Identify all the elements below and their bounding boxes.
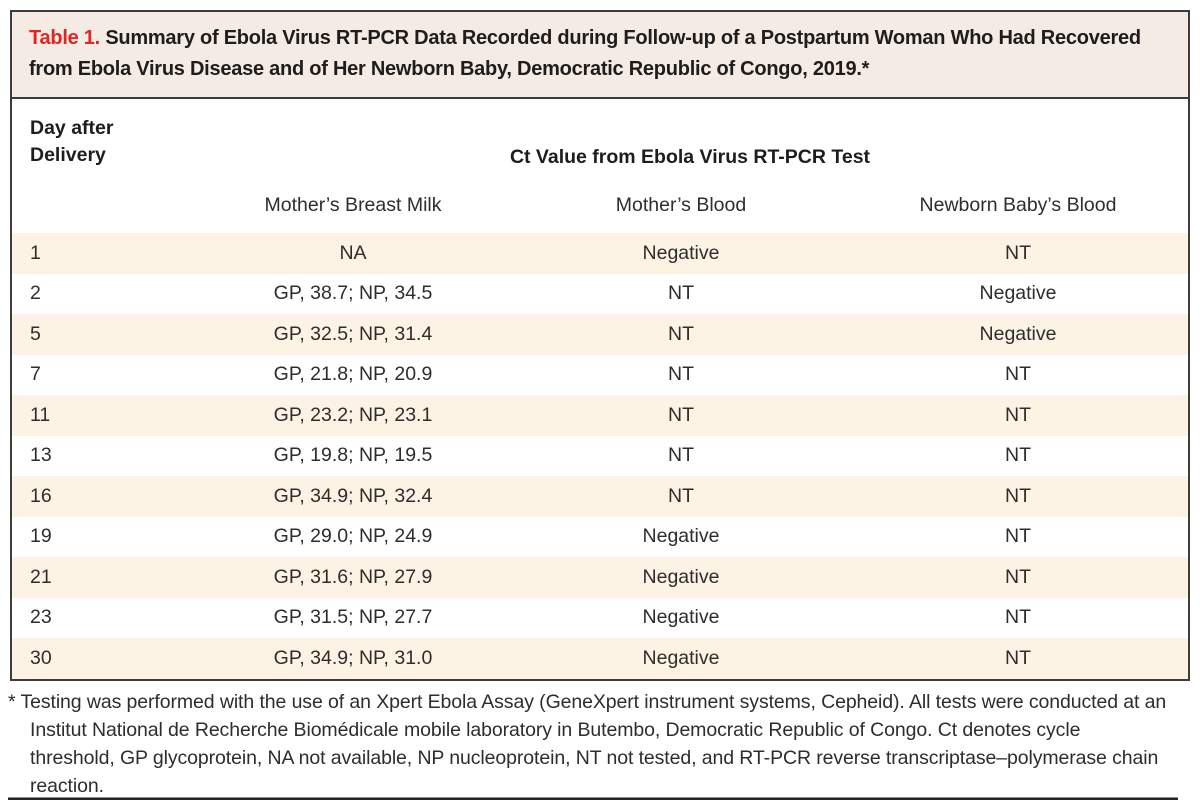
cell-baby-blood: NT: [1005, 646, 1031, 669]
table-label: Table 1.: [29, 27, 100, 49]
table-row: 30 GP, 34.9; NP, 31.0 Negative NT: [12, 638, 1188, 679]
cell-mother-blood: NT: [668, 322, 694, 345]
col-header-newborn-babys-blood: Newborn Baby’s Blood: [919, 193, 1117, 216]
col-header-mothers-blood: Mother’s Blood: [615, 193, 747, 216]
footnote-text: * Testing was performed with the use of …: [8, 691, 1167, 797]
cell-day: 7: [30, 363, 41, 386]
table-row: 7 GP, 21.8; NP, 20.9 NT NT: [12, 355, 1188, 396]
cell-mother-blood: Negative: [642, 606, 720, 629]
table-title: Summary of Ebola Virus RT-PCR Data Recor…: [29, 27, 1141, 80]
col-header-ct-value-span: Ct Value from Ebola Virus RT-PCR Test: [509, 146, 871, 168]
bottom-rule: [8, 797, 1178, 800]
cell-breast-milk: GP, 21.8; NP, 20.9: [273, 363, 433, 386]
cell-breast-milk: GP, 19.8; NP, 19.5: [273, 444, 433, 467]
cell-breast-milk: GP, 31.6; NP, 27.9: [273, 565, 433, 588]
cell-breast-milk: NA: [339, 241, 367, 264]
table-header-row-2: Mother’s Breast Milk Mother’s Blood Newb…: [12, 169, 1188, 233]
cell-breast-milk: GP, 32.5; NP, 31.4: [273, 322, 433, 345]
cell-day: 2: [30, 282, 41, 305]
table-body: 1 NA Negative NT 2 GP, 38.7; NP, 34.5 NT…: [12, 233, 1188, 679]
cell-day: 23: [30, 606, 52, 629]
table-row: 1 NA Negative NT: [12, 233, 1188, 274]
cell-mother-blood: Negative: [642, 241, 720, 264]
table-row: 11 GP, 23.2; NP, 23.1 NT NT: [12, 395, 1188, 436]
table-row: 19 GP, 29.0; NP, 24.9 Negative NT: [12, 517, 1188, 558]
cell-baby-blood: NT: [1005, 565, 1031, 588]
col-header-day-after-delivery: Day after Delivery: [30, 117, 114, 166]
cell-breast-milk: GP, 34.9; NP, 32.4: [273, 484, 433, 507]
table-footnote: * Testing was performed with the use of …: [8, 688, 1168, 800]
table-row: 16 GP, 34.9; NP, 32.4 NT NT: [12, 476, 1188, 517]
cell-day: 21: [30, 565, 52, 588]
cell-baby-blood: NT: [1005, 606, 1031, 629]
cell-mother-blood: NT: [668, 282, 694, 305]
cell-breast-milk: GP, 23.2; NP, 23.1: [273, 403, 433, 426]
cell-mother-blood: Negative: [642, 646, 720, 669]
cell-baby-blood: NT: [1005, 403, 1031, 426]
col-header-mothers-breast-milk: Mother’s Breast Milk: [264, 193, 442, 216]
cell-day: 11: [30, 403, 51, 426]
cell-baby-blood: NT: [1005, 363, 1031, 386]
cell-mother-blood: Negative: [642, 565, 720, 588]
cell-breast-milk: GP, 31.5; NP, 27.7: [273, 606, 433, 629]
cell-baby-blood: NT: [1005, 484, 1031, 507]
table-row: 23 GP, 31.5; NP, 27.7 Negative NT: [12, 598, 1188, 639]
cell-breast-milk: GP, 38.7; NP, 34.5: [273, 282, 433, 305]
table-header-row-1: Day after Delivery Ct Value from Ebola V…: [12, 99, 1188, 169]
table-row: 2 GP, 38.7; NP, 34.5 NT Negative: [12, 274, 1188, 315]
cell-day: 19: [30, 525, 52, 548]
table-title-band: Table 1. Summary of Ebola Virus RT-PCR D…: [12, 12, 1188, 99]
cell-day: 1: [30, 241, 41, 264]
cell-day: 5: [30, 322, 41, 345]
cell-day: 13: [30, 444, 52, 467]
table-row: 21 GP, 31.6; NP, 27.9 Negative NT: [12, 557, 1188, 598]
cell-day: 30: [30, 646, 52, 669]
cell-day: 16: [30, 484, 52, 507]
cell-mother-blood: NT: [668, 484, 694, 507]
cell-baby-blood: NT: [1005, 444, 1031, 467]
table-row: 5 GP, 32.5; NP, 31.4 NT Negative: [12, 314, 1188, 355]
cell-mother-blood: NT: [668, 403, 694, 426]
cell-baby-blood: NT: [1005, 525, 1031, 548]
cell-baby-blood: Negative: [979, 322, 1057, 345]
cell-baby-blood: NT: [1005, 241, 1031, 264]
cell-mother-blood: NT: [668, 444, 694, 467]
cell-breast-milk: GP, 34.9; NP, 31.0: [273, 646, 433, 669]
cell-baby-blood: Negative: [979, 282, 1057, 305]
cell-breast-milk: GP, 29.0; NP, 24.9: [273, 525, 433, 548]
cell-mother-blood: NT: [668, 363, 694, 386]
cell-mother-blood: Negative: [642, 525, 720, 548]
table-card: Table 1. Summary of Ebola Virus RT-PCR D…: [10, 10, 1190, 681]
table-row: 13 GP, 19.8; NP, 19.5 NT NT: [12, 436, 1188, 477]
